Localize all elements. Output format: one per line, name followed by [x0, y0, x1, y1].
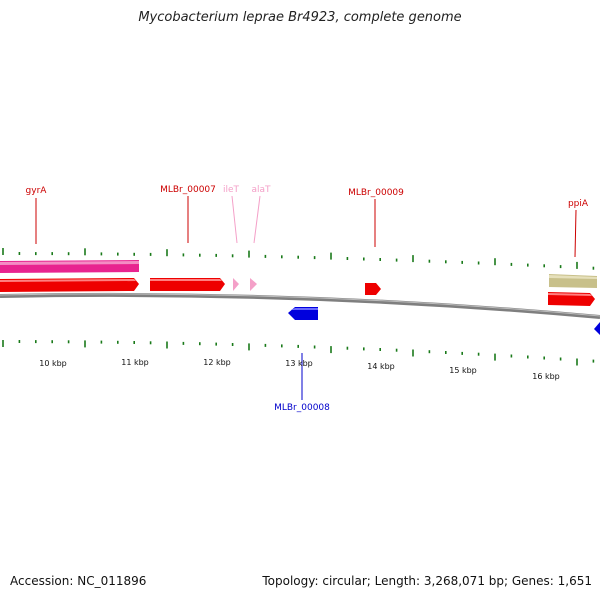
olive-feature-shine	[549, 275, 597, 279]
trna-ileT-arrow[interactable]	[233, 278, 239, 291]
scale-label-12kbp: 12 kbp	[203, 358, 231, 367]
scale-label-10kbp: 10 kbp	[39, 359, 67, 368]
trna-alaT-arrow[interactable]	[250, 278, 257, 291]
leader-ileT	[231, 195, 238, 244]
cds-MLBr_00008-arrow-shine	[291, 308, 318, 310]
gene-label-ileT[interactable]: ileT	[223, 185, 240, 195]
outer-tick-ring	[2, 248, 595, 270]
gene-label-MLBr_00007[interactable]: MLBr_00007	[160, 185, 216, 195]
gene-label-alaT[interactable]: alaT	[251, 185, 271, 195]
genome-backbone	[0, 292, 600, 319]
scale-label-16kbp: 16 kbp	[532, 372, 560, 381]
cds-MLBr_00009-arrow[interactable]	[365, 283, 381, 295]
gene-label-MLBr_00008[interactable]: MLBr_00008	[274, 403, 330, 413]
cds-gyrA-arrow-shine	[0, 279, 136, 282]
cds-MLBr_00007-arrow-shine	[150, 279, 222, 281]
scale-label-14kbp: 14 kbp	[367, 362, 395, 371]
gene-label-gyrA[interactable]: gyrA	[26, 186, 48, 196]
scale-label-13kbp: 13 kbp	[285, 359, 313, 368]
pink-feature-track-shine	[0, 261, 139, 265]
scale-label-11kbp: 11 kbp	[121, 358, 149, 367]
gene-label-MLBr_00009[interactable]: MLBr_00009	[348, 188, 404, 198]
gene-label-ppiA[interactable]: ppiA	[568, 199, 589, 209]
leader-alaT	[253, 195, 261, 244]
map-title: Mycobacterium leprae Br4923, complete ge…	[138, 10, 462, 25]
cds-edge-reverse-arrow[interactable]	[594, 322, 600, 335]
inner-tick-ring	[2, 340, 595, 366]
cds-ppiA-arrow-shine	[548, 293, 592, 296]
scale-label-15kbp: 15 kbp	[449, 366, 477, 375]
genome-summary-text: Topology: circular; Length: 3,268,071 bp…	[262, 574, 592, 588]
cds-MLBr_00008-arrow[interactable]	[288, 307, 318, 320]
accession-text: Accession: NC_011896	[10, 574, 147, 588]
leader-ppiA	[574, 209, 577, 258]
cds-MLBr_00007-arrow[interactable]	[150, 278, 225, 291]
genome-backbone-highlight	[0, 293, 600, 317]
